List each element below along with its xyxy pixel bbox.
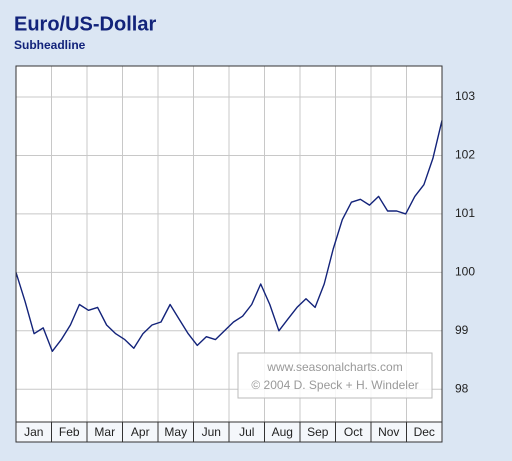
x-tick-label: Apr <box>131 425 150 439</box>
x-tick-label: Mar <box>94 425 115 439</box>
watermark-box <box>237 352 433 399</box>
y-tick-label: 100 <box>455 265 475 279</box>
y-tick-label: 103 <box>455 89 475 103</box>
chart-title: Euro/US-Dollar <box>14 13 156 35</box>
x-tick-label: May <box>164 425 187 439</box>
x-tick-label: Jun <box>202 425 221 439</box>
x-tick-label: Oct <box>344 425 363 439</box>
y-tick-label: 99 <box>455 323 469 337</box>
x-tick-label: Nov <box>378 425 399 439</box>
marks <box>15 120 443 352</box>
y-tick-label: 101 <box>455 206 475 220</box>
y-tick-label: 102 <box>455 148 475 162</box>
line-series <box>15 120 443 352</box>
x-tick-label: Aug <box>272 425 293 439</box>
watermark-text: www.seasonalcharts.com <box>266 360 402 374</box>
y-tick-label: 98 <box>455 381 469 395</box>
x-tick-label: Jul <box>239 425 254 439</box>
frame <box>15 65 443 443</box>
chart-subtitle: Subheadline <box>14 38 86 52</box>
labels: 98 99 100 101 102 103 Jan Feb Mar Apr May Jun Jul Aug… <box>24 89 475 439</box>
x-tick-label: Sep <box>307 425 329 439</box>
x-tick-label: Dec <box>414 425 435 439</box>
x-tick-label: Feb <box>59 425 80 439</box>
x-tick-label: Jan <box>24 425 43 439</box>
watermark-text: © 2004 D. Speck + H. Windeler <box>251 378 418 392</box>
